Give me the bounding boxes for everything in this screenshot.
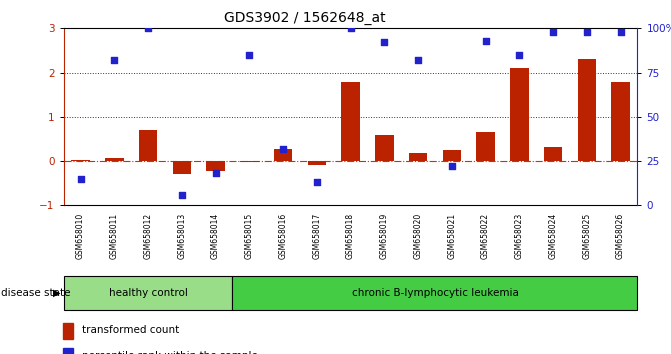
Text: disease state: disease state — [1, 288, 70, 298]
Text: GSM658023: GSM658023 — [515, 212, 524, 259]
Point — [244, 52, 255, 58]
Point — [615, 29, 626, 35]
Point — [413, 57, 423, 63]
Bar — [409, 153, 427, 161]
Point — [143, 25, 154, 31]
Text: GSM658015: GSM658015 — [245, 212, 254, 259]
Text: GSM658012: GSM658012 — [144, 212, 152, 258]
Bar — [105, 158, 123, 161]
Point — [75, 176, 86, 182]
Text: GSM658020: GSM658020 — [413, 212, 423, 259]
Bar — [71, 160, 90, 161]
Bar — [63, 348, 73, 354]
Text: ▶: ▶ — [53, 288, 60, 298]
Text: GSM658014: GSM658014 — [211, 212, 220, 259]
Point — [311, 179, 322, 185]
Bar — [342, 82, 360, 161]
Text: GSM658010: GSM658010 — [76, 212, 85, 259]
Text: GSM658013: GSM658013 — [177, 212, 187, 259]
Point — [278, 146, 289, 152]
Bar — [375, 135, 394, 161]
Bar — [510, 68, 529, 161]
Bar — [206, 161, 225, 171]
FancyBboxPatch shape — [232, 276, 637, 310]
Text: GSM658018: GSM658018 — [346, 212, 355, 258]
Bar — [274, 149, 293, 161]
Text: GSM658024: GSM658024 — [549, 212, 558, 259]
Bar — [443, 150, 461, 161]
Text: transformed count: transformed count — [82, 325, 179, 335]
Bar — [172, 161, 191, 175]
Bar — [240, 161, 258, 162]
Point — [210, 171, 221, 176]
Bar — [307, 161, 326, 165]
Text: healthy control: healthy control — [109, 288, 188, 298]
Text: GSM658026: GSM658026 — [616, 212, 625, 259]
Point — [582, 29, 592, 35]
Text: GSM658019: GSM658019 — [380, 212, 389, 259]
Bar — [611, 82, 630, 161]
Text: GSM658017: GSM658017 — [312, 212, 321, 259]
Text: GSM658011: GSM658011 — [110, 212, 119, 258]
Text: chronic B-lymphocytic leukemia: chronic B-lymphocytic leukemia — [352, 288, 519, 298]
Bar — [139, 130, 158, 161]
Point — [480, 38, 491, 44]
Text: GDS3902 / 1562648_at: GDS3902 / 1562648_at — [224, 11, 386, 25]
Point — [379, 40, 390, 45]
Text: GSM658016: GSM658016 — [278, 212, 288, 259]
Text: GSM658025: GSM658025 — [582, 212, 591, 259]
Bar — [578, 59, 596, 161]
Point — [548, 29, 558, 35]
Point — [109, 57, 119, 63]
Text: GSM658021: GSM658021 — [448, 212, 456, 258]
Point — [176, 192, 187, 198]
Bar — [544, 147, 562, 161]
Bar — [63, 323, 73, 339]
Point — [446, 164, 457, 169]
Bar — [476, 132, 495, 161]
Text: percentile rank within the sample: percentile rank within the sample — [82, 351, 258, 354]
FancyBboxPatch shape — [64, 276, 232, 310]
Point — [514, 52, 525, 58]
Point — [345, 25, 356, 31]
Text: GSM658022: GSM658022 — [481, 212, 490, 258]
